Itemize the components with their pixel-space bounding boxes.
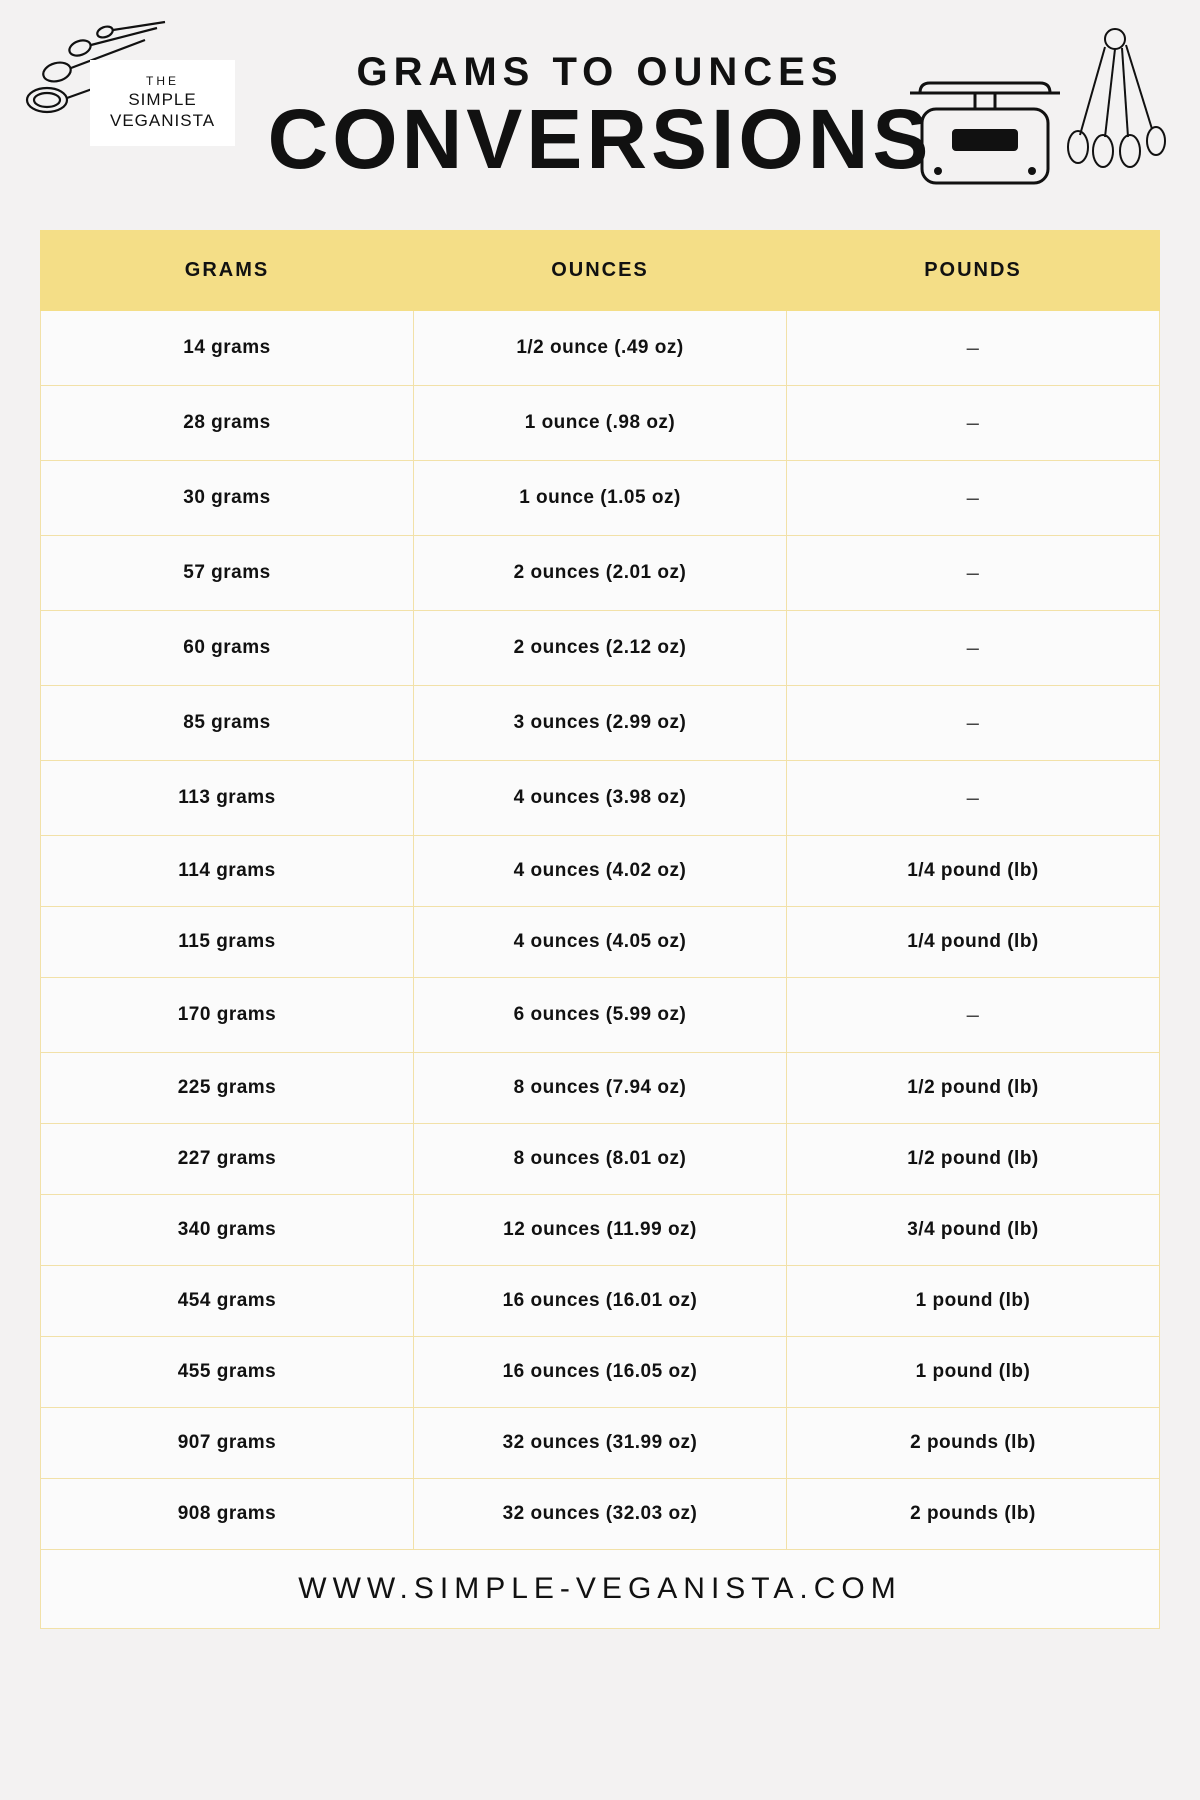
conversion-table: GRAMS OUNCES POUNDS 14 grams1/2 ounce (.…: [40, 230, 1160, 1629]
table-row: 170 grams6 ounces (5.99 oz)–: [41, 978, 1160, 1053]
cell-ounces: 6 ounces (5.99 oz): [414, 978, 787, 1053]
cell-pounds: 1/4 pound (lb): [787, 907, 1160, 978]
brand-line2: SIMPLE: [110, 89, 215, 110]
cell-grams: 57 grams: [41, 536, 414, 611]
cell-ounces: 4 ounces (4.05 oz): [414, 907, 787, 978]
cell-pounds: –: [787, 311, 1160, 386]
cell-pounds: –: [787, 611, 1160, 686]
col-header-pounds: POUNDS: [787, 231, 1160, 311]
page-subtitle: GRAMS TO OUNCES: [180, 50, 1020, 95]
cell-ounces: 32 ounces (31.99 oz): [414, 1408, 787, 1479]
table-row: 57 grams2 ounces (2.01 oz)–: [41, 536, 1160, 611]
table-row: 114 grams4 ounces (4.02 oz)1/4 pound (lb…: [41, 836, 1160, 907]
cell-ounces: 8 ounces (8.01 oz): [414, 1124, 787, 1195]
cell-ounces: 16 ounces (16.05 oz): [414, 1337, 787, 1408]
table-body: 14 grams1/2 ounce (.49 oz)–28 grams1 oun…: [41, 311, 1160, 1550]
cell-ounces: 1 ounce (1.05 oz): [414, 461, 787, 536]
cell-grams: 30 grams: [41, 461, 414, 536]
measuring-spoons-right-icon: [1060, 25, 1170, 175]
cell-grams: 907 grams: [41, 1408, 414, 1479]
table-row: 455 grams16 ounces (16.05 oz)1 pound (lb…: [41, 1337, 1160, 1408]
cell-pounds: 2 pounds (lb): [787, 1479, 1160, 1550]
table-row: 227 grams8 ounces (8.01 oz)1/2 pound (lb…: [41, 1124, 1160, 1195]
brand-logo: THE SIMPLE VEGANISTA: [90, 60, 235, 146]
kitchen-scale-icon: [910, 75, 1060, 195]
col-header-ounces: OUNCES: [414, 231, 787, 311]
table-row: 85 grams3 ounces (2.99 oz)–: [41, 686, 1160, 761]
cell-ounces: 4 ounces (3.98 oz): [414, 761, 787, 836]
cell-grams: 114 grams: [41, 836, 414, 907]
cell-pounds: 1/4 pound (lb): [787, 836, 1160, 907]
cell-grams: 340 grams: [41, 1195, 414, 1266]
footer-url: WWW.SIMPLE-VEGANISTA.COM: [41, 1550, 1160, 1629]
cell-grams: 455 grams: [41, 1337, 414, 1408]
cell-pounds: –: [787, 686, 1160, 761]
cell-ounces: 1 ounce (.98 oz): [414, 386, 787, 461]
table-row: 14 grams1/2 ounce (.49 oz)–: [41, 311, 1160, 386]
page-header: THE SIMPLE VEGANISTA GRAMS TO OUNCES CON…: [0, 0, 1200, 230]
footer-row: WWW.SIMPLE-VEGANISTA.COM: [41, 1550, 1160, 1629]
cell-pounds: 3/4 pound (lb): [787, 1195, 1160, 1266]
table-row: 30 grams1 ounce (1.05 oz)–: [41, 461, 1160, 536]
cell-ounces: 16 ounces (16.01 oz): [414, 1266, 787, 1337]
cell-grams: 28 grams: [41, 386, 414, 461]
cell-pounds: 2 pounds (lb): [787, 1408, 1160, 1479]
cell-ounces: 2 ounces (2.01 oz): [414, 536, 787, 611]
cell-grams: 115 grams: [41, 907, 414, 978]
conversion-table-wrap: GRAMS OUNCES POUNDS 14 grams1/2 ounce (.…: [40, 230, 1160, 1629]
cell-ounces: 4 ounces (4.02 oz): [414, 836, 787, 907]
title-block: GRAMS TO OUNCES CONVERSIONS: [180, 50, 1020, 188]
table-row: 28 grams1 ounce (.98 oz)–: [41, 386, 1160, 461]
cell-grams: 908 grams: [41, 1479, 414, 1550]
cell-pounds: 1/2 pound (lb): [787, 1124, 1160, 1195]
cell-ounces: 12 ounces (11.99 oz): [414, 1195, 787, 1266]
cell-grams: 170 grams: [41, 978, 414, 1053]
cell-grams: 85 grams: [41, 686, 414, 761]
cell-pounds: –: [787, 386, 1160, 461]
brand-line3: VEGANISTA: [110, 110, 215, 131]
cell-pounds: –: [787, 761, 1160, 836]
brand-line1: THE: [110, 74, 215, 89]
cell-ounces: 2 ounces (2.12 oz): [414, 611, 787, 686]
table-row: 454 grams16 ounces (16.01 oz)1 pound (lb…: [41, 1266, 1160, 1337]
table-header-row: GRAMS OUNCES POUNDS: [41, 231, 1160, 311]
table-row: 908 grams32 ounces (32.03 oz)2 pounds (l…: [41, 1479, 1160, 1550]
cell-ounces: 32 ounces (32.03 oz): [414, 1479, 787, 1550]
page-title: CONVERSIONS: [180, 91, 1020, 188]
cell-grams: 113 grams: [41, 761, 414, 836]
cell-grams: 14 grams: [41, 311, 414, 386]
cell-pounds: –: [787, 536, 1160, 611]
table-row: 340 grams12 ounces (11.99 oz)3/4 pound (…: [41, 1195, 1160, 1266]
cell-ounces: 3 ounces (2.99 oz): [414, 686, 787, 761]
table-row: 113 grams4 ounces (3.98 oz)–: [41, 761, 1160, 836]
cell-ounces: 1/2 ounce (.49 oz): [414, 311, 787, 386]
table-row: 115 grams4 ounces (4.05 oz)1/4 pound (lb…: [41, 907, 1160, 978]
table-row: 907 grams32 ounces (31.99 oz)2 pounds (l…: [41, 1408, 1160, 1479]
cell-grams: 225 grams: [41, 1053, 414, 1124]
cell-grams: 454 grams: [41, 1266, 414, 1337]
cell-grams: 60 grams: [41, 611, 414, 686]
cell-pounds: 1 pound (lb): [787, 1337, 1160, 1408]
table-row: 225 grams8 ounces (7.94 oz)1/2 pound (lb…: [41, 1053, 1160, 1124]
cell-pounds: 1 pound (lb): [787, 1266, 1160, 1337]
cell-ounces: 8 ounces (7.94 oz): [414, 1053, 787, 1124]
table-row: 60 grams2 ounces (2.12 oz)–: [41, 611, 1160, 686]
cell-grams: 227 grams: [41, 1124, 414, 1195]
cell-pounds: –: [787, 461, 1160, 536]
cell-pounds: 1/2 pound (lb): [787, 1053, 1160, 1124]
cell-pounds: –: [787, 978, 1160, 1053]
col-header-grams: GRAMS: [41, 231, 414, 311]
